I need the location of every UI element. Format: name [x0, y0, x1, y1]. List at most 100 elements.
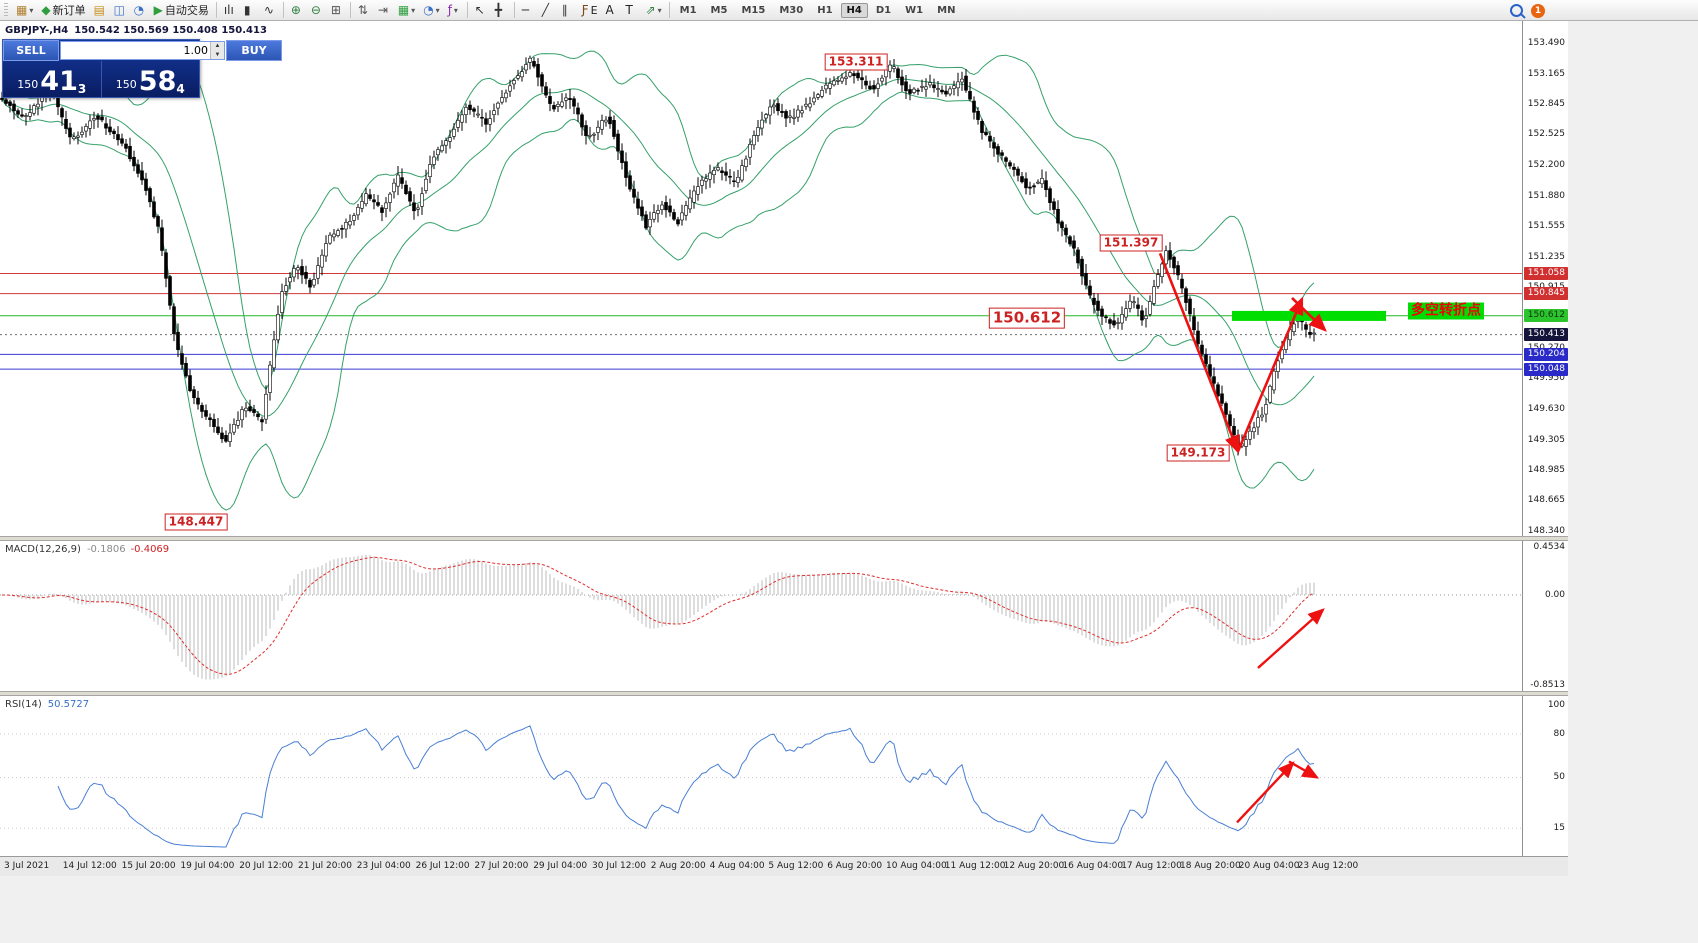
toolbar-drag-handle[interactable]: [4, 2, 8, 18]
rsi-panel[interactable]: RSI(14) 50.5727: [0, 696, 1522, 856]
candle-body: [420, 193, 424, 207]
timeframe-w1-button[interactable]: W1: [899, 3, 929, 18]
candle-body: [504, 92, 508, 99]
candlestick-chart-type-button[interactable]: ▮: [240, 1, 260, 19]
candle-body: [1304, 324, 1308, 330]
candle-body: [892, 66, 896, 69]
candle-body: [520, 71, 524, 78]
price-tick-label: 148.985: [1527, 464, 1565, 475]
macd-scale[interactable]: 0.4534 0.00 -0.8513: [1522, 541, 1569, 691]
price-chart-panel[interactable]: 153.311 151.397 150.612 149.173 148.447 多空转折点…: [0, 21, 1522, 536]
buy-button[interactable]: BUY: [226, 40, 282, 61]
price-tick-label: 152.845: [1527, 99, 1565, 110]
bar-chart-type-icon: ılı: [223, 3, 234, 17]
trendline-tool-button[interactable]: ╱: [538, 1, 558, 19]
timeframe-m5-button[interactable]: M5: [705, 3, 734, 18]
time-axis[interactable]: 3 Jul 2021 14 Jul 12:00 15 Jul 20:00 19 Jul…: [0, 856, 1568, 876]
candle-body: [76, 135, 80, 138]
chart-shift-icon: ⇥: [377, 3, 388, 17]
periods-menu-button[interactable]: ◔ ▾: [419, 1, 444, 19]
candle-body: [968, 91, 972, 100]
candle-body: [640, 206, 644, 217]
candle-body: [616, 133, 620, 152]
candle-body: [0, 97, 4, 100]
volume-down-button[interactable]: ▼: [211, 50, 224, 59]
candle-body: [376, 202, 380, 206]
timeframe-m30-button[interactable]: M30: [773, 3, 809, 18]
macd-canvas[interactable]: [0, 541, 1522, 691]
panel-separator[interactable]: [0, 691, 1568, 696]
candle-body: [508, 85, 512, 92]
macd-panel[interactable]: MACD(12,26,9) -0.1806 -0.4069: [0, 541, 1522, 691]
candle-body: [636, 198, 640, 209]
chart-shift-button[interactable]: ⇥: [374, 1, 394, 19]
candle-body: [908, 89, 912, 94]
auto-trading-button[interactable]: ▶ 自动交易: [150, 1, 213, 19]
panel-separator[interactable]: [0, 536, 1568, 541]
candle-body: [284, 285, 288, 292]
timeframe-m15-button[interactable]: M15: [735, 3, 771, 18]
zoom-out-button[interactable]: ⊖: [307, 1, 327, 19]
candle-body: [388, 193, 392, 203]
candle-body: [996, 146, 1000, 155]
timeframe-d1-button[interactable]: D1: [870, 3, 897, 18]
navigator-button[interactable]: ◔: [130, 1, 150, 19]
indicators-menu-button[interactable]: ƒ ▾: [444, 1, 464, 19]
timeframe-h1-button[interactable]: H1: [811, 3, 838, 18]
candle-body: [320, 254, 324, 268]
timeframe-mn-button[interactable]: MN: [931, 3, 961, 18]
candle-body: [416, 207, 420, 210]
rsi-title: RSI(14): [5, 699, 42, 710]
charts-grid-button[interactable]: ▦ ▾: [12, 1, 37, 19]
text-label-tool-button[interactable]: T: [622, 1, 642, 19]
price-chart-canvas[interactable]: [0, 21, 1522, 536]
candle-body: [1020, 176, 1024, 183]
notification-badge[interactable]: 1: [1531, 3, 1545, 18]
price-scale[interactable]: 153.490 153.165 152.845 152.525 152.200 151.8…: [1522, 21, 1569, 536]
sell-price-big: 41: [40, 66, 78, 97]
market-watch-button[interactable]: ▤: [90, 1, 110, 19]
candle-body: [792, 116, 796, 119]
candle-body: [768, 106, 772, 116]
text-tool-button[interactable]: A: [602, 1, 622, 19]
macd-title: MACD(12,26,9): [5, 544, 81, 555]
candle-body: [16, 110, 20, 115]
sell-button[interactable]: SELL: [3, 40, 59, 61]
new-order-button[interactable]: ◆ 新订单: [37, 1, 89, 19]
zoom-in-button[interactable]: ⊕: [287, 1, 307, 19]
price-tick-label: 149.950: [1527, 373, 1565, 384]
price-tick-label: 150.915: [1528, 282, 1565, 292]
candle-body: [884, 69, 888, 78]
candle-body: [864, 80, 868, 86]
crosshair-tool-button[interactable]: ╋: [491, 1, 511, 19]
timeframe-m1-button[interactable]: M1: [674, 3, 703, 18]
tile-windows-button[interactable]: ⊞: [327, 1, 347, 19]
candle-body: [464, 107, 468, 115]
candle-body: [136, 164, 140, 174]
data-window-button[interactable]: ◫: [110, 1, 130, 19]
rsi-canvas[interactable]: [0, 696, 1522, 856]
cursor-tool-button[interactable]: ↖: [471, 1, 491, 19]
channel-tool-button[interactable]: ∥: [558, 1, 578, 19]
candle-body: [1112, 320, 1116, 326]
horizontal-line-tool-button[interactable]: ─: [518, 1, 538, 19]
candle-body: [380, 207, 384, 213]
auto-scroll-button[interactable]: ⇅: [354, 1, 374, 19]
arrows-tool-button[interactable]: ⇗ ▾: [642, 1, 666, 19]
candle-body: [900, 76, 904, 86]
rsi-scale[interactable]: 100 80 50 15: [1522, 696, 1569, 856]
search-icon[interactable]: [1510, 4, 1523, 17]
new-chart-button[interactable]: ▦ ▾: [394, 1, 419, 19]
bar-chart-type-button[interactable]: ılı: [220, 1, 240, 19]
timeframe-h4-button[interactable]: H4: [840, 2, 868, 18]
candle-body: [532, 61, 536, 67]
candle-body: [1040, 178, 1044, 185]
candle-body: [964, 75, 968, 91]
candle-body: [868, 85, 872, 90]
candle-body: [452, 128, 456, 137]
volume-input[interactable]: [61, 42, 210, 59]
line-chart-type-button[interactable]: ∿: [260, 1, 280, 19]
candle-body: [736, 176, 740, 183]
volume-up-button[interactable]: ▲: [211, 42, 224, 51]
